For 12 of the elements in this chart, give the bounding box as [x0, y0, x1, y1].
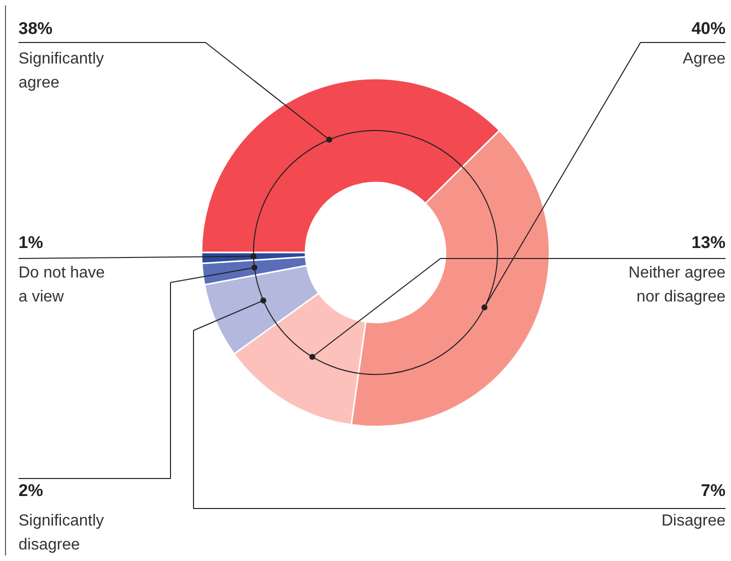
data-label: 40%: [691, 19, 726, 38]
data-label: 13%: [691, 233, 726, 252]
data-label: 38%: [18, 19, 53, 38]
data-label: 7%: [700, 481, 726, 500]
slice-label: Significantly disagree: [18, 512, 104, 554]
slice-label: Significantly agree: [18, 50, 104, 92]
data-label: 1%: [18, 233, 44, 252]
slice-label: Agree: [682, 50, 726, 68]
data-label: 2%: [18, 481, 44, 500]
slice-label: Do not have a view: [18, 264, 105, 306]
slice-label: Disagree: [661, 512, 726, 530]
slice-label: Neither agree nor disagree: [628, 264, 726, 306]
